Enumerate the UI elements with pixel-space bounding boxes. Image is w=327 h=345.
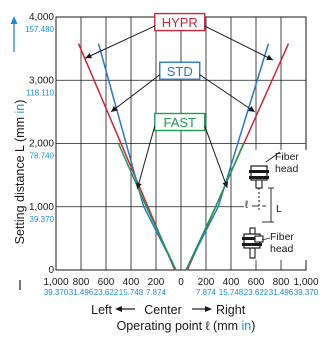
- x-tick-label-in: 15.748: [119, 288, 144, 297]
- x-tick-label-in: 31.496: [69, 288, 94, 297]
- x-tick-label: 200: [198, 277, 215, 288]
- x-tick-label: 400: [123, 277, 140, 288]
- x-tick-label: 0: [178, 277, 184, 288]
- direction-left: Left: [91, 303, 112, 317]
- x-tick-label-in: 39.370: [294, 288, 319, 297]
- y-axis-title: Setting distance L (mm in): [13, 100, 27, 290]
- inset-label-bottom-1: Fiber: [270, 231, 294, 243]
- x-tick-label-in: 15.748: [219, 288, 244, 297]
- direction-right: Right: [216, 303, 246, 317]
- direction-center: Center: [144, 303, 182, 317]
- x-tick-label: 1,000: [293, 277, 318, 288]
- x-tick-label: 800: [273, 277, 290, 288]
- series-tag-hypr: HYPR: [162, 15, 198, 30]
- pointer-arrow: [205, 126, 228, 188]
- y-axis-title-prefix: Setting distance L (mm: [13, 114, 27, 245]
- x-tick-label: 200: [148, 277, 165, 288]
- y-tick-label-in: 78.740: [30, 152, 55, 161]
- svg-text:Setting distance L (mm in): Setting distance L (mm in): [13, 100, 27, 245]
- x-tick-label: 1,000: [43, 277, 68, 288]
- y-tick-label-in: 118.110: [26, 88, 54, 97]
- y-tick-label-in: 39.370: [30, 215, 55, 224]
- inset-label-top-2: head: [275, 163, 299, 175]
- pointer-arrow: [85, 26, 154, 58]
- series-tag-fast: FAST: [163, 115, 196, 130]
- inset-label-bottom-2: head: [270, 243, 294, 255]
- y-axis-title-suffix: ): [13, 100, 27, 104]
- x-tick-label-in: 23.622: [94, 288, 119, 297]
- y-tick-label: 4,000: [29, 12, 54, 23]
- x-tick-label-in: 7.874: [196, 288, 217, 297]
- x-tick-label: 800: [73, 277, 90, 288]
- x-tick-label-in: 7.874: [146, 288, 167, 297]
- inset-label-top-1: Fiber: [275, 151, 299, 163]
- inset-L: L: [276, 203, 282, 215]
- y-tick-label: 0: [48, 265, 54, 276]
- y-axis-arrow: [11, 16, 18, 52]
- series-tag-std: STD: [167, 64, 193, 79]
- x-tick-label-in: 31.496: [269, 288, 294, 297]
- x-tick-label-in: 23.622: [244, 288, 269, 297]
- y-axis-title-unit: in: [13, 104, 27, 114]
- y-tick-label: 1,000: [29, 202, 54, 213]
- y-tick-label-in: 157.480: [25, 25, 54, 34]
- pointer-arrow: [137, 126, 155, 189]
- y-tick-label: 2,000: [29, 139, 54, 150]
- x-tick-label: 600: [98, 277, 115, 288]
- y-tick-label: 3,000: [29, 75, 54, 86]
- x-tick-label: 600: [248, 277, 265, 288]
- inset-ell: ℓ: [245, 199, 249, 211]
- pointer-arrow: [205, 26, 273, 60]
- x-axis-title: Operating point ℓ (mm in): [117, 319, 256, 333]
- x-tick-label-in: 39.370: [44, 288, 69, 297]
- fiber-head-inset: Fiber head L ℓ Fiber head: [242, 150, 308, 260]
- x-tick-label: 400: [223, 277, 240, 288]
